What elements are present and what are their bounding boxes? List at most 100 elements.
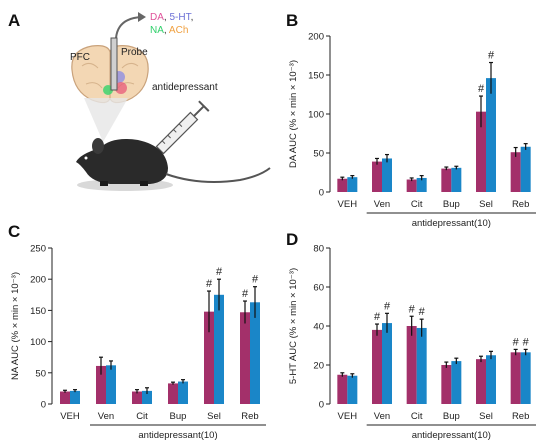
panel-d-x-tick-label: Ven <box>374 411 390 422</box>
panel-d-y-tick-label: 80 <box>313 244 324 255</box>
panel-c-bar-sel-s2 <box>214 294 224 404</box>
panel-c-x-tick-label: VEH <box>60 411 80 422</box>
panel-b-significance-mark: # <box>488 50 495 62</box>
panel-c-bar-ven-s1 <box>96 365 106 404</box>
panel-b-x-tick-label: Bup <box>443 199 460 210</box>
panel-c-y-tick-label: 250 <box>30 244 46 255</box>
panel-label-c: C <box>8 222 20 241</box>
panel-c-bar-sel-s1 <box>204 311 214 404</box>
neurotransmitter-line-1: DA, 5-HT, <box>150 12 193 23</box>
panel-d-significance-mark: # <box>384 300 391 312</box>
illustration-panel: DA, 5-HT, NA, ACh PFC Probe <box>70 12 271 191</box>
panel-d-bar-cit-s2 <box>416 327 427 404</box>
panel-d-x-tick-label: Bup <box>443 411 460 422</box>
panel-d-bar-bup-s1 <box>441 365 452 404</box>
panel-b-x-tick-label: VEH <box>338 199 358 210</box>
panel-b-bar-reb-s2 <box>520 146 531 192</box>
panel-c-y-tick-label: 200 <box>30 275 46 286</box>
panel-c-bar-cit-s1 <box>132 391 142 404</box>
drug-label: antidepressant <box>152 82 218 93</box>
panel-d-bar-sel-s1 <box>476 359 486 404</box>
panel-d-bar-reb-s2 <box>520 352 531 404</box>
probe-label: Probe <box>121 47 148 58</box>
panel-c-bar-ven-s2 <box>106 365 116 404</box>
panel-d-x-tick-label: VEH <box>338 411 358 422</box>
panel-d-x-tick-label: Sel <box>479 411 493 422</box>
projection-cone <box>84 98 128 142</box>
microdialysis-probe <box>110 37 118 91</box>
panel-c-y-tick-label: 100 <box>30 337 46 348</box>
panel-d-significance-mark: # <box>374 311 381 323</box>
panel-b-x-tick-label: Ven <box>374 199 390 210</box>
panel-d-bar-ven-s1 <box>372 329 382 404</box>
panel-d-y-tick-label: 20 <box>313 361 324 372</box>
panel-d-bar-sel-s2 <box>486 355 496 404</box>
panel-b-group-label: antidepressant(10) <box>412 218 491 229</box>
panel-c-significance-mark: # <box>252 274 259 286</box>
panel-b-x-tick-label: Cit <box>411 199 423 210</box>
panel-c-y-tick-label: 150 <box>30 306 46 317</box>
nt-5ht: 5-HT <box>169 12 191 23</box>
panel-d-x-tick-label: Reb <box>512 411 529 422</box>
pfc-label: PFC <box>70 52 90 63</box>
syringe-icon <box>151 100 210 159</box>
panel-b-x-tick-label: Sel <box>479 199 493 210</box>
nt-ach: ACh <box>169 25 188 36</box>
panel-d-significance-mark: # <box>419 306 426 318</box>
panel-b-significance-mark: # <box>478 83 485 95</box>
panel-c-x-tick-label: Reb <box>241 411 258 422</box>
panel-d-group-label: antidepressant(10) <box>412 430 491 441</box>
panel-c-bar-bup-s2 <box>178 381 188 404</box>
panel-c-significance-mark: # <box>206 278 213 290</box>
panel-d-y-tick-label: 0 <box>319 400 324 411</box>
panel-b-bar-ven-s2 <box>382 158 392 192</box>
panel-d-significance-mark: # <box>513 336 520 348</box>
panel-d-bar-reb-s1 <box>510 352 521 404</box>
panel-c-bar-bup-s1 <box>168 383 178 404</box>
panel-c-y-tick-label: 50 <box>35 368 46 379</box>
panel-d-bar-veh-s1 <box>337 374 348 404</box>
nt-da: DA <box>150 12 164 23</box>
panel-d-bar-veh-s2 <box>347 375 358 404</box>
panel-label-b: B <box>286 11 298 30</box>
panel-b-bar-veh-s1 <box>337 178 348 192</box>
chart-panel-c: 0 50 100 150 200 250 NA AUC (% × min × 10⁻³) VE… <box>10 244 266 441</box>
panel-c-group-label: antidepressant(10) <box>138 430 217 441</box>
outflow-arrowhead <box>138 12 146 22</box>
panel-c-bar-reb-s1 <box>240 312 250 404</box>
panel-b-bar-cit-s2 <box>416 177 427 192</box>
panel-c-significance-mark: # <box>216 266 223 278</box>
panel-b-y-tick-label: 0 <box>319 188 324 199</box>
panel-b-bar-bup-s2 <box>451 167 462 192</box>
nt-na: NA <box>150 25 164 36</box>
panel-c-significance-mark: # <box>242 288 249 300</box>
panel-d-bar-ven-s2 <box>382 323 392 404</box>
mouse-illustration <box>76 138 271 191</box>
panel-b-y-tick-label: 100 <box>308 110 324 121</box>
panel-c-x-tick-label: Ven <box>98 411 114 422</box>
panel-b-bar-veh-s2 <box>347 177 358 192</box>
panel-b-y-axis-label: DA AUC (% × min × 10⁻³) <box>288 60 299 168</box>
panel-b-bar-ven-s1 <box>372 161 382 192</box>
panel-d-y-tick-label: 60 <box>313 283 324 294</box>
panel-b-bar-reb-s1 <box>510 152 521 192</box>
panel-d-y-axis-label: 5-HT AUC (% × min × 10⁻³) <box>288 268 299 384</box>
panel-c-y-tick-label: 0 <box>41 400 46 411</box>
panel-c-x-tick-label: Cit <box>136 411 148 422</box>
nt-sep-3: , <box>164 25 169 36</box>
panel-d-y-tick-label: 40 <box>313 322 324 333</box>
panel-b-bar-sel-s1 <box>476 111 486 192</box>
panel-c-x-tick-label: Bup <box>170 411 187 422</box>
panel-d-bar-bup-s2 <box>451 361 462 404</box>
panel-d-x-tick-label: Cit <box>411 411 423 422</box>
panel-b-y-tick-label: 150 <box>308 71 324 82</box>
brain-section <box>71 45 149 104</box>
panel-b-bar-cit-s1 <box>406 179 417 192</box>
chart-panel-b: 0 50 100 150 200 DA AUC (% × min × 10⁻³) VEH Ve… <box>288 32 536 229</box>
panel-c-bar-cit-s2 <box>142 390 152 404</box>
panel-c-x-tick-label: Sel <box>207 411 221 422</box>
panel-b-bar-bup-s1 <box>441 168 452 192</box>
panel-b-bar-sel-s2 <box>486 78 496 192</box>
panel-label-d: D <box>286 230 298 249</box>
neurotransmitter-line-2: NA, ACh <box>150 25 188 36</box>
